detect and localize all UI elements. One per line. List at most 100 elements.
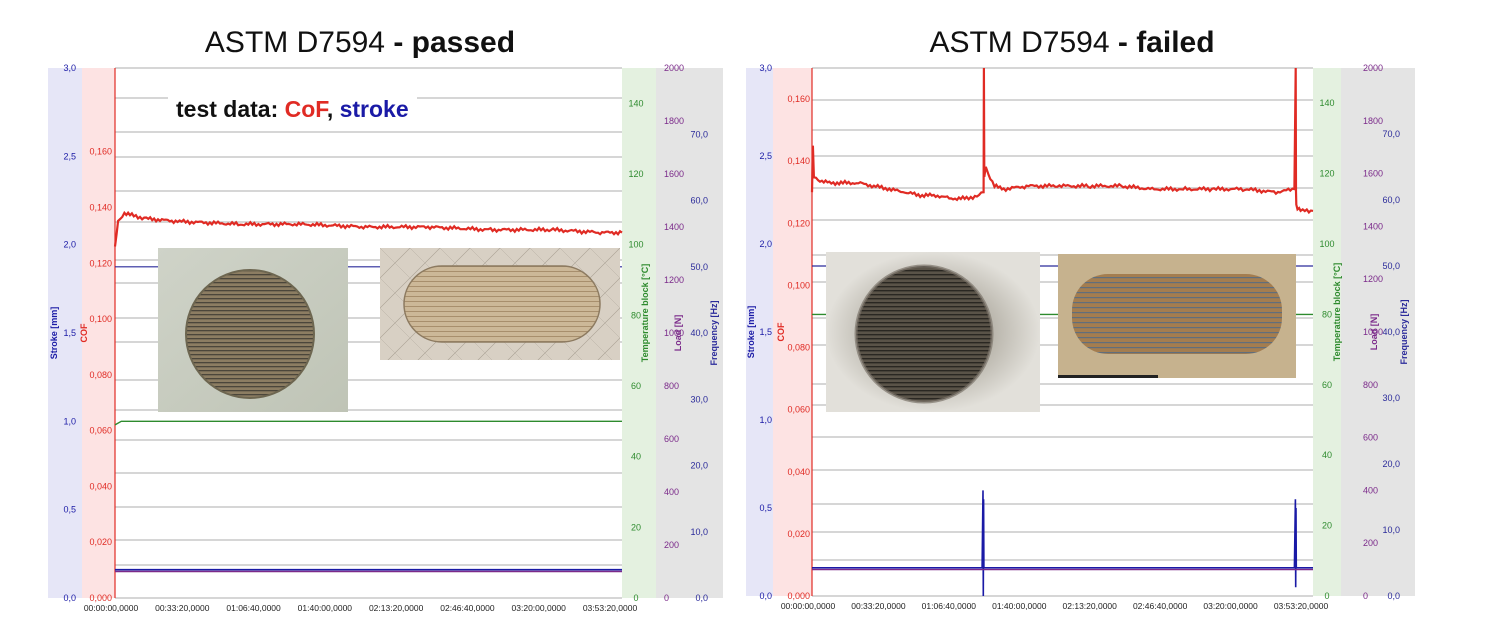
stroke-tick-label: 2,5	[63, 151, 76, 161]
cof-tick-label: 0,140	[89, 202, 112, 212]
temperature-tick-label: 60	[631, 381, 641, 391]
x-tick-label: 01:40:00,0000	[298, 603, 353, 613]
x-tick-label: 00:00:00,0000	[781, 601, 836, 611]
chart-panel-failed: ASTM D7594 - failed 0,0 0,5 1,0 1,5 2,0 2,5 3,…	[740, 0, 1492, 628]
x-tick-label: 01:06:40,0000	[922, 601, 977, 611]
load-tick-label: 800	[1363, 380, 1378, 390]
stroke-axis-title: Stroke [mm]	[746, 306, 756, 359]
load-tick-label: 600	[664, 434, 679, 444]
axis-band-stroke	[746, 68, 773, 596]
cof-legend-text: CoF	[284, 96, 327, 122]
cof-tick-label: 0,060	[787, 405, 810, 415]
load-tick-label: 1400	[1363, 221, 1383, 231]
x-tick-label: 03:53:20,0000	[583, 603, 638, 613]
load-axis-title: Load [N]	[673, 315, 683, 352]
chart-title: ASTM D7594 - failed	[929, 26, 1215, 59]
axis-band-temp	[1313, 68, 1341, 596]
x-tick-label: 03:53:20,0000	[1274, 601, 1329, 611]
axis-band-load	[1341, 68, 1358, 596]
frequency-tick-label: 60,0	[690, 196, 708, 206]
cof-tick-label: 0,160	[787, 94, 810, 104]
axis-band-freq	[1358, 68, 1415, 596]
axis-band-stroke	[48, 68, 82, 598]
load-tick-label: 2000	[1363, 63, 1383, 73]
x-tick-label: 02:46:40,0000	[1133, 601, 1188, 611]
frequency-tick-label: 40,0	[1382, 327, 1400, 337]
stroke-tick-label: 2,0	[759, 239, 772, 249]
ball-wear-scar-photo	[158, 248, 348, 412]
frequency-tick-label: 10,0	[1382, 525, 1400, 535]
stroke-tick-label: 3,0	[759, 63, 772, 73]
x-tick-label: 02:13:20,0000	[369, 603, 424, 613]
temperature-block-series-line	[114, 420, 622, 426]
stroke-tick-label: 0,0	[759, 591, 772, 601]
load-tick-label: 1600	[664, 169, 684, 179]
x-tick-label: 01:06:40,0000	[226, 603, 281, 613]
temperature-tick-label: 40	[631, 452, 641, 462]
cof-series-line	[113, 210, 623, 247]
cof-tick-label: 0,100	[787, 280, 810, 290]
frequency-axis-title: Frequency [Hz]	[709, 300, 719, 365]
load-tick-label: 0	[1363, 591, 1368, 601]
cof-tick-label: 0,080	[787, 343, 810, 353]
temperature-tick-label: 40	[1322, 450, 1332, 460]
temperature-tick-label: 140	[1319, 98, 1334, 108]
cof-tick-label: 0,120	[89, 258, 112, 268]
frequency-tick-label: 0,0	[1387, 591, 1400, 601]
stroke-tick-label: 1,5	[759, 327, 772, 337]
load-tick-label: 600	[1363, 433, 1378, 443]
stroke-tick-label: 0,0	[63, 593, 76, 603]
cof-tick-label: 0,000	[787, 591, 810, 601]
load-tick-label: 0	[664, 593, 669, 603]
disc-wear-track-photo	[380, 248, 620, 360]
temperature-tick-label: 60	[1322, 380, 1332, 390]
temperature-tick-label: 20	[1322, 521, 1332, 531]
temperature-axis-title: Temperature block [°C]	[640, 264, 650, 362]
temperature-tick-label: 100	[1319, 239, 1334, 249]
axis-band-cof	[82, 68, 115, 598]
cof-tick-label: 0,040	[787, 467, 810, 477]
temperature-tick-label: 80	[1322, 309, 1332, 319]
load-axis-title: Load [N]	[1369, 314, 1379, 351]
load-tick-label: 2000	[664, 63, 684, 73]
cof-tick-label: 0,140	[787, 156, 810, 166]
axis-band-temp	[622, 68, 656, 598]
cof-tick-label: 0,100	[89, 314, 112, 324]
x-tick-label: 00:33:20,0000	[155, 603, 210, 613]
x-tick-label: 03:20:00,0000	[1203, 601, 1258, 611]
cof-tick-label: 0,060	[89, 426, 112, 436]
load-tick-label: 800	[664, 381, 679, 391]
temperature-tick-label: 120	[1319, 169, 1334, 179]
stroke-tick-label: 2,0	[63, 240, 76, 250]
temperature-tick-label: 100	[628, 240, 643, 250]
stroke-tick-label: 1,0	[759, 415, 772, 425]
chart-panel-passed: ASTM D7594 - passed 0,0 0,5 1,0 1,5 2,0 2,5 3,…	[0, 0, 740, 628]
cof-series-line	[810, 67, 1314, 215]
chart-svg: 0,0 0,5 1,0 1,5 2,0 2,5 3,0 0,000 0,0 20 0,040 0,06…	[746, 63, 1415, 611]
stroke-tick-label: 2,5	[759, 151, 772, 161]
load-tick-label: 1200	[664, 275, 684, 285]
cof-tick-label: 0,040	[89, 481, 112, 491]
legend-annotation: test data: CoF, stroke	[168, 94, 417, 125]
cof-axis-title: COF	[79, 323, 89, 343]
stroke-tick-label: 0,5	[759, 503, 772, 513]
axis-band-load	[656, 68, 723, 598]
frequency-axis-title: Frequency [Hz]	[1399, 299, 1409, 364]
cof-tick-label: 0,120	[787, 218, 810, 228]
stroke-tick-label: 1,5	[63, 328, 76, 338]
load-tick-label: 1400	[664, 222, 684, 232]
load-tick-label: 400	[1363, 485, 1378, 495]
disc-wear-track-photo	[1058, 254, 1296, 378]
temperature-axis-title: Temperature block [°C]	[1332, 263, 1342, 361]
frequency-tick-label: 60,0	[1382, 195, 1400, 205]
frequency-tick-label: 70,0	[1382, 129, 1400, 139]
x-tick-label: 00:00:00,0000	[84, 603, 139, 613]
load-tick-label: 1800	[664, 116, 684, 126]
temperature-tick-label: 140	[628, 98, 643, 108]
load-tick-label: 200	[1363, 538, 1378, 548]
cof-tick-label: 0,000	[89, 593, 112, 603]
chart-svg: 0,00,51,01,52,02,53,00,0000,0200,0400,06…	[48, 63, 723, 613]
x-tick-label: 01:40:00,0000	[992, 601, 1047, 611]
temperature-tick-label: 80	[631, 310, 641, 320]
temperature-tick-label: 20	[631, 522, 641, 532]
